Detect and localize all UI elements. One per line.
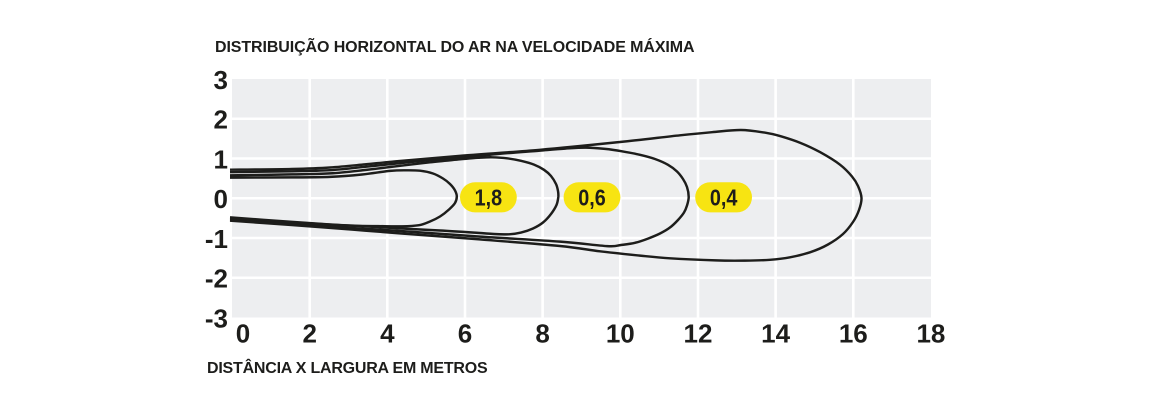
svg-text:-3: -3	[205, 303, 228, 333]
svg-text:1,8: 1,8	[475, 185, 503, 211]
svg-text:2: 2	[214, 105, 228, 135]
svg-text:10: 10	[606, 319, 635, 349]
svg-text:0,6: 0,6	[578, 185, 606, 211]
svg-text:3: 3	[214, 65, 228, 95]
svg-text:0,4: 0,4	[710, 185, 738, 211]
svg-text:8: 8	[535, 319, 549, 349]
svg-text:18: 18	[916, 319, 945, 349]
svg-text:12: 12	[684, 319, 713, 349]
svg-text:4: 4	[380, 319, 395, 349]
svg-text:16: 16	[839, 319, 868, 349]
svg-text:-1: -1	[205, 224, 228, 254]
svg-text:6: 6	[458, 319, 472, 349]
svg-text:0: 0	[214, 184, 228, 214]
svg-text:2: 2	[302, 319, 316, 349]
svg-text:1: 1	[214, 144, 228, 174]
svg-text:0: 0	[236, 319, 250, 349]
svg-text:-2: -2	[205, 264, 228, 294]
svg-text:14: 14	[761, 319, 790, 349]
